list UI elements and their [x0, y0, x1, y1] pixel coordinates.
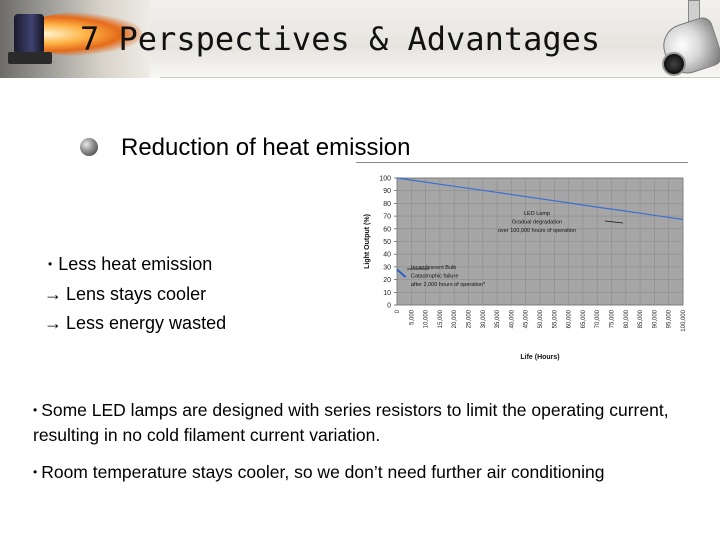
x-tick-label: 80,000	[624, 309, 630, 328]
bullet-dot: •	[48, 257, 53, 271]
x-tick-label: 95,000	[667, 309, 673, 328]
y-tick-label: 60	[383, 226, 391, 233]
light-output-chart: 0 10 20 30 40 50 60 70 80 90 100 0 5,000 10,000 15,000…	[364, 176, 687, 362]
bottom-bullet: • Some LED lamps are designed with series…	[33, 398, 703, 448]
x-tick-label: 65,000	[581, 309, 587, 328]
annotation-label: Incandescent Bulb	[411, 265, 456, 271]
section-subtitle: Reduction of heat emission	[121, 134, 411, 161]
lamp-base	[8, 52, 52, 64]
x-tick-label: 30,000	[481, 309, 487, 328]
y-tick-label: 20	[383, 277, 391, 284]
sphere-bullet-icon	[80, 138, 98, 156]
x-tick-label: 40,000	[509, 309, 515, 328]
arrow-item: → Less energy wasted	[44, 313, 226, 334]
subtitle-underline	[356, 162, 688, 163]
x-tick-label: 45,000	[524, 309, 530, 328]
spotlight-image	[657, 0, 720, 80]
header-divider	[160, 77, 720, 78]
bottom-bullet-text: Room temperature stays cooler, so we don…	[41, 462, 605, 482]
led-series-line	[396, 177, 684, 221]
y-tick-label: 100	[379, 176, 391, 183]
y-tick-label: 40	[383, 252, 391, 259]
arrow-item-text: Lens stays cooler	[66, 284, 207, 304]
y-tick-label: 50	[383, 239, 391, 246]
bottom-bullet: • Room temperature stays cooler, so we do…	[33, 460, 703, 485]
page-title: 7 Perspectives & Advantages	[80, 20, 601, 58]
x-tick-label: 5,000	[409, 309, 415, 325]
x-tick-label: 0	[395, 309, 401, 313]
x-tick-label: 75,000	[610, 309, 616, 328]
x-tick-label: 50,000	[538, 309, 544, 328]
annotation-label: over 100,000 hours of operation	[498, 228, 576, 234]
arrow-item-text: Less energy wasted	[66, 313, 227, 333]
y-tick-label: 10	[383, 290, 391, 297]
x-tick-label: 55,000	[552, 309, 558, 328]
x-tick-label: 20,000	[452, 309, 458, 328]
lamp-logo-image	[0, 0, 150, 78]
y-tick-label: 0	[387, 303, 391, 310]
spotlight-lens	[662, 52, 686, 76]
arrow-item: → Lens stays cooler	[44, 284, 206, 305]
y-axis-title: Light Output (%)	[364, 214, 371, 269]
bullet-dot: •	[33, 403, 38, 417]
x-tick-label: 15,000	[438, 309, 444, 328]
y-tick-label: 80	[383, 201, 391, 208]
lamp-body	[14, 14, 44, 54]
x-tick-label: 10,000	[424, 309, 430, 328]
x-tick-label: 100,000	[681, 309, 687, 331]
arrow-right-icon: →	[44, 284, 62, 304]
annotation-arrow	[604, 220, 624, 224]
y-tick-label: 30	[383, 264, 391, 271]
bottom-bullet-text: Some LED lamps are designed with series …	[33, 400, 669, 445]
x-tick-label: 70,000	[595, 309, 601, 328]
x-tick-label: 35,000	[495, 309, 501, 328]
y-tick-label: 70	[383, 214, 391, 221]
heat-bullet: • Less heat emission	[48, 254, 212, 275]
annotation-label: LED Lamp	[524, 211, 550, 217]
annotation-label: Gradual degradation	[512, 220, 562, 226]
heat-bullet-text: Less heat emission	[58, 254, 213, 274]
annotation-label: after 2,000 hours of operation*	[411, 282, 486, 288]
incandescent-series-line	[396, 268, 407, 278]
annotation-label: Catastrophic failure	[411, 274, 458, 280]
y-tick-label: 90	[383, 188, 391, 195]
x-tick-label: 85,000	[638, 309, 644, 328]
x-tick-label: 60,000	[567, 309, 573, 328]
arrow-right-icon: →	[44, 313, 62, 333]
x-tick-label: 25,000	[467, 309, 473, 328]
x-axis-title: Life (Hours)	[520, 354, 559, 361]
bullet-dot: •	[33, 465, 38, 479]
x-tick-label: 90,000	[652, 309, 658, 328]
